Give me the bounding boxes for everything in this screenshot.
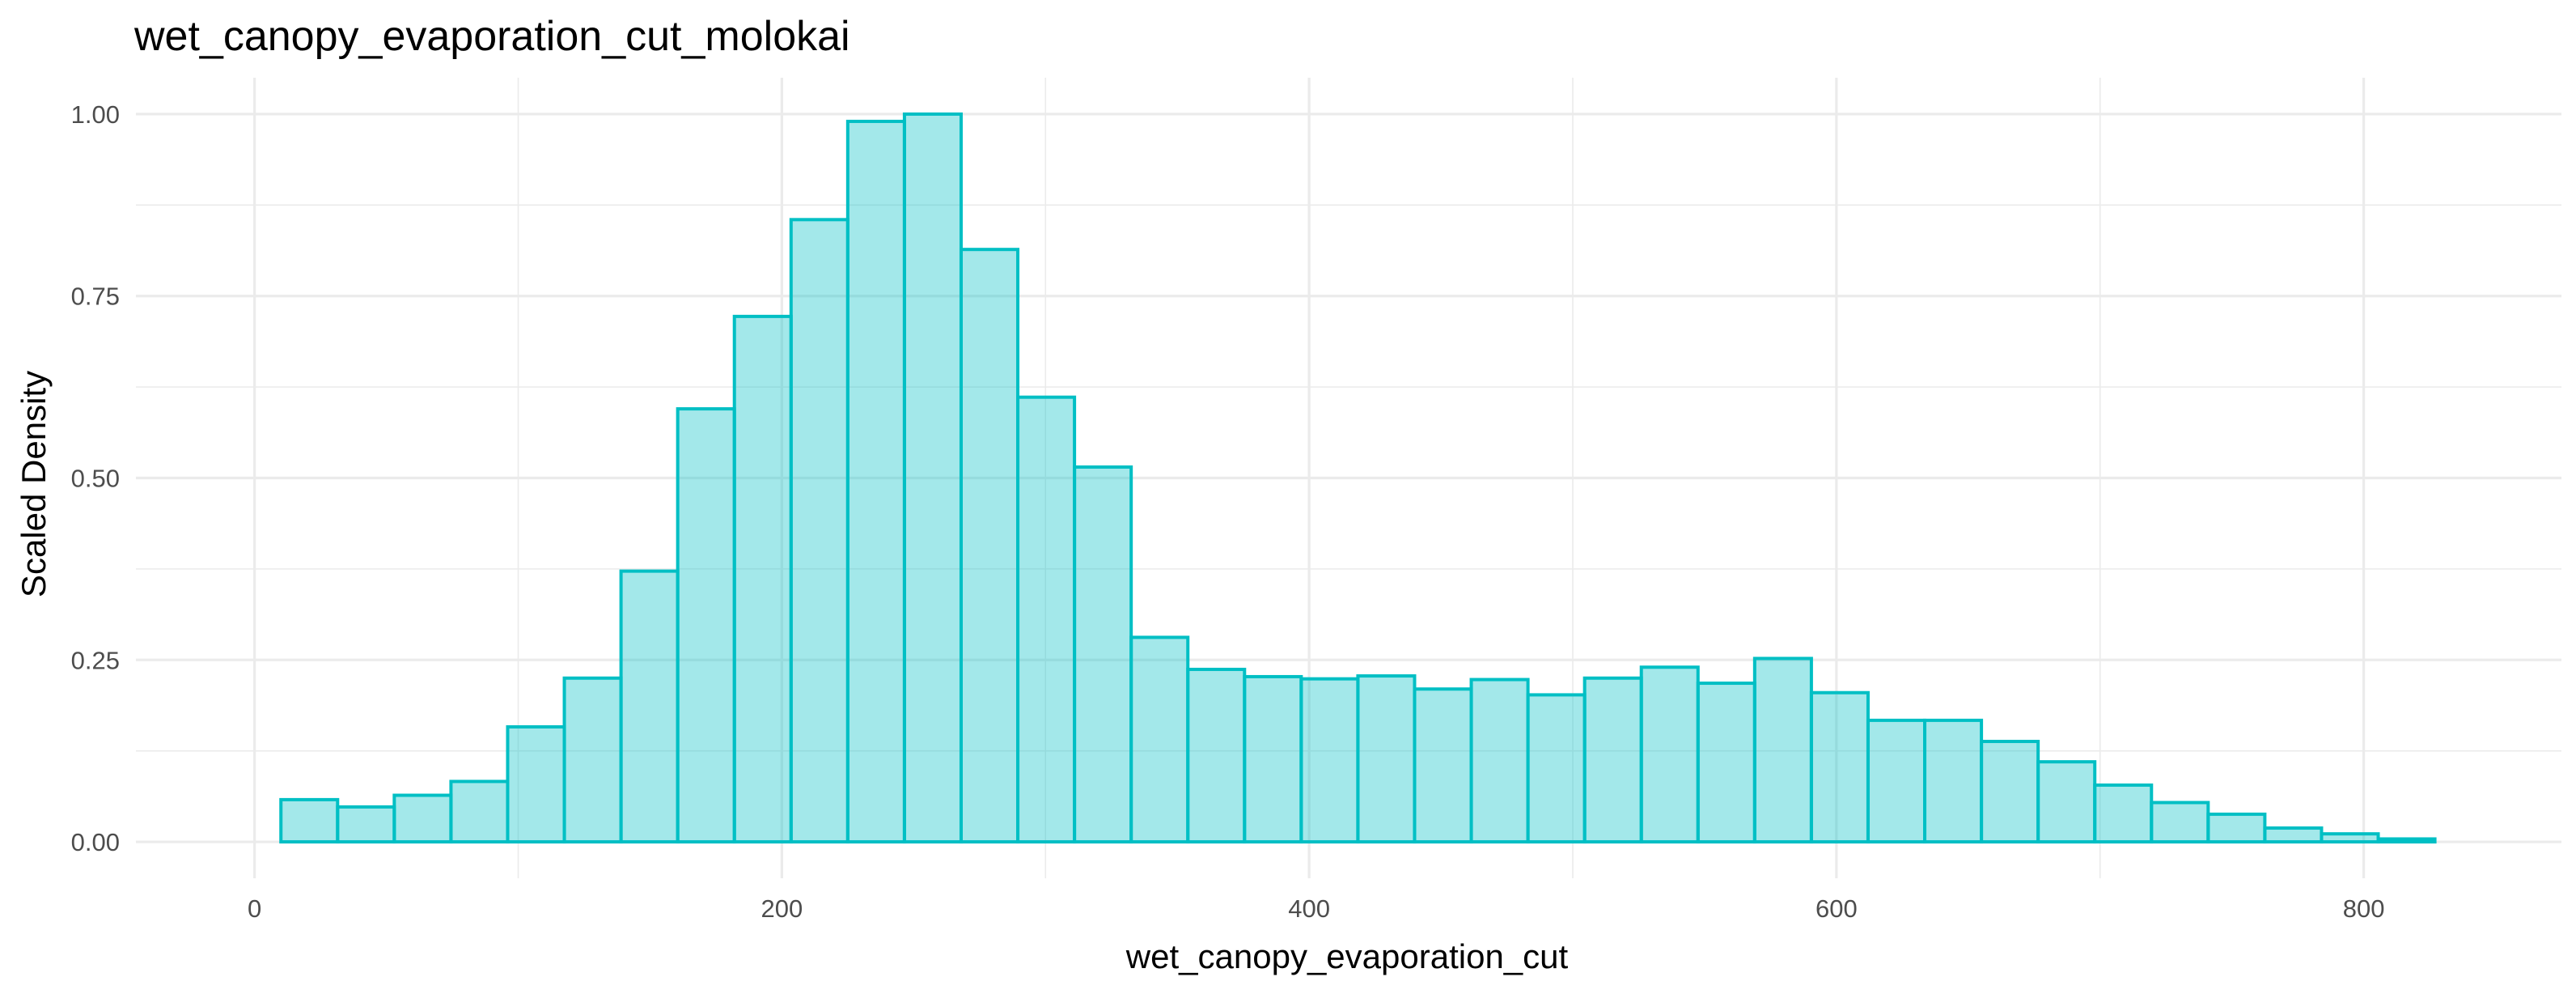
histogram-bar — [676, 407, 736, 844]
y-tick-label: 0.00 — [71, 828, 120, 856]
x-tick-label: 200 — [761, 894, 803, 923]
histogram-bar — [2150, 801, 2210, 844]
y-axis-title: Scaled Density — [15, 371, 53, 597]
histogram-bar — [1413, 687, 1473, 844]
histogram-bar — [1186, 667, 1247, 844]
histogram-bar — [1866, 718, 1927, 844]
histogram-bar — [2320, 832, 2380, 844]
histogram-bar — [619, 569, 680, 844]
histogram-bar — [789, 218, 849, 844]
histogram-bar — [2206, 812, 2267, 844]
x-axis-title: wet_canopy_evaporation_cut — [1125, 937, 1569, 975]
histogram-bar — [1923, 718, 1984, 844]
y-tick-label: 1.00 — [71, 100, 120, 129]
histogram-bars — [279, 112, 2437, 844]
y-tick-label: 0.25 — [71, 646, 120, 674]
y-tick-label: 0.50 — [71, 465, 120, 493]
histogram-bar — [449, 779, 510, 844]
histogram-bar — [392, 793, 453, 844]
histogram-bar — [1696, 682, 1756, 844]
histogram-bar — [1809, 690, 1870, 844]
histogram-bar — [1299, 677, 1360, 844]
y-tick-label: 0.75 — [71, 282, 120, 311]
histogram-bar — [562, 676, 623, 844]
chart-title: wet_canopy_evaporation_cut_molokai — [133, 13, 850, 60]
histogram-bar — [279, 797, 340, 844]
histogram-bar — [1073, 465, 1133, 844]
histogram-bar — [2376, 837, 2437, 844]
grid — [136, 78, 2561, 878]
histogram-bar — [1582, 676, 1643, 844]
plot-panel — [136, 78, 2561, 878]
y-axis-tick-labels: 0.00 0.25 0.50 0.75 1.00 — [71, 100, 120, 856]
x-tick-label: 0 — [248, 894, 261, 923]
histogram-bar — [506, 724, 566, 844]
histogram-bar — [1469, 678, 1530, 844]
histogram-bar — [1016, 395, 1077, 844]
histogram-bar — [959, 248, 1020, 844]
x-tick-label: 800 — [2343, 894, 2385, 923]
histogram-bar — [902, 112, 963, 844]
histogram-bar — [732, 314, 793, 844]
histogram-bar — [1980, 739, 2040, 844]
histogram-bar — [2263, 826, 2324, 844]
x-axis-tick-labels: 0 200 400 600 800 — [248, 894, 2384, 923]
histogram-bar — [1243, 674, 1303, 844]
histogram-bar — [336, 805, 396, 844]
histogram-bar — [2093, 783, 2154, 844]
histogram-bar — [1526, 693, 1587, 844]
histogram-bar — [1356, 674, 1417, 844]
histogram-bar — [2036, 760, 2097, 844]
histogram-bar — [845, 119, 906, 844]
x-tick-label: 400 — [1288, 894, 1330, 923]
histogram-bar — [1639, 665, 1700, 844]
x-tick-label: 600 — [1815, 894, 1858, 923]
histogram-bar — [1129, 635, 1190, 844]
histogram-bar — [1752, 656, 1813, 844]
